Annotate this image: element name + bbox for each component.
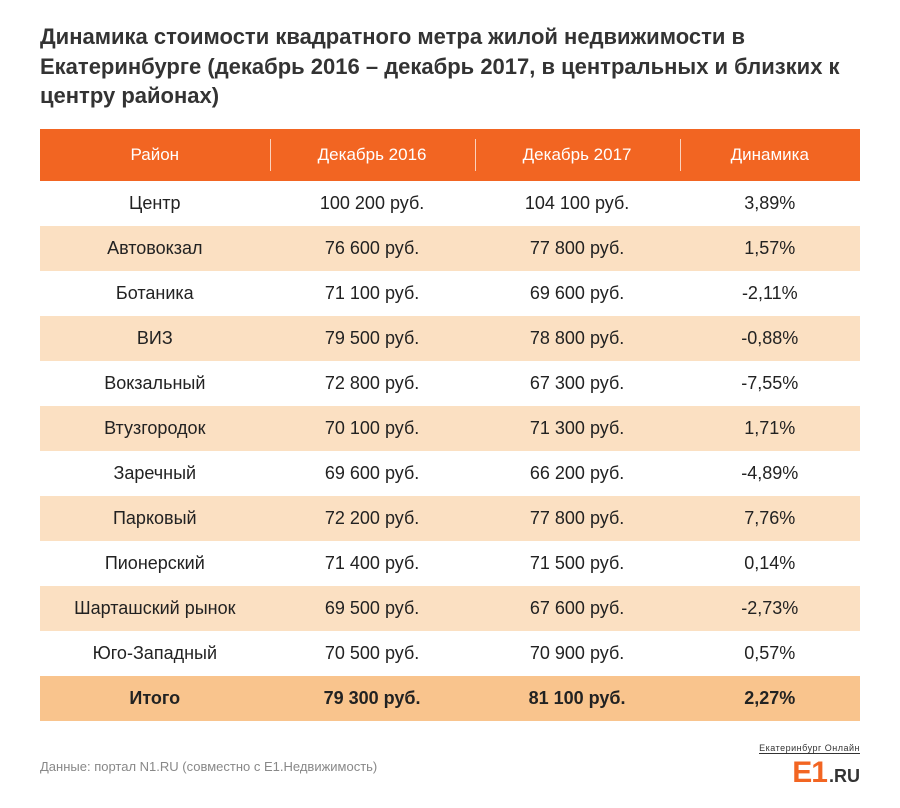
cell-district: Пионерский: [40, 541, 270, 586]
table-row: Центр100 200 руб.104 100 руб.3,89%: [40, 181, 860, 226]
table-row: Автовокзал76 600 руб.77 800 руб.1,57%: [40, 226, 860, 271]
cell-district: Юго-Западный: [40, 631, 270, 676]
cell-delta: -4,89%: [680, 451, 860, 496]
table-row: Вокзальный72 800 руб.67 300 руб.-7,55%: [40, 361, 860, 406]
table-row-total: Итого79 300 руб.81 100 руб.2,27%: [40, 676, 860, 721]
data-source: Данные: портал N1.RU (совместно с Е1.Нед…: [40, 759, 377, 774]
cell-district: Заречный: [40, 451, 270, 496]
cell-delta: -7,55%: [680, 361, 860, 406]
cell-dec2017: 71 500 руб.: [475, 541, 680, 586]
table-row: Пионерский71 400 руб.71 500 руб.0,14%: [40, 541, 860, 586]
cell-dec2017: 66 200 руб.: [475, 451, 680, 496]
cell-delta: 0,57%: [680, 631, 860, 676]
table-row: Шарташский рынок69 500 руб.67 600 руб.-2…: [40, 586, 860, 631]
col-dec2016: Декабрь 2016: [270, 129, 475, 181]
cell-delta: -2,73%: [680, 586, 860, 631]
cell-dec2016: 71 400 руб.: [270, 541, 475, 586]
page-title: Динамика стоимости квадратного метра жил…: [0, 0, 900, 129]
cell-district: Втузгородок: [40, 406, 270, 451]
cell-delta: 3,89%: [680, 181, 860, 226]
logo-brand: E1: [792, 756, 827, 790]
site-logo: Екатеринбург Онлайн E1 .RU: [759, 743, 860, 790]
logo-tagline: Екатеринбург Онлайн: [759, 743, 860, 754]
cell-district: Шарташский рынок: [40, 586, 270, 631]
cell-district: Центр: [40, 181, 270, 226]
col-delta: Динамика: [680, 129, 860, 181]
col-district: Район: [40, 129, 270, 181]
cell-district: Вокзальный: [40, 361, 270, 406]
cell-delta: 1,71%: [680, 406, 860, 451]
cell-district: ВИЗ: [40, 316, 270, 361]
table-row: Заречный69 600 руб.66 200 руб.-4,89%: [40, 451, 860, 496]
cell-dec2017: 69 600 руб.: [475, 271, 680, 316]
logo-suffix: .RU: [829, 766, 860, 787]
cell-district: Ботаника: [40, 271, 270, 316]
cell-dec2017: 78 800 руб.: [475, 316, 680, 361]
cell-total-district: Итого: [40, 676, 270, 721]
table-row: Юго-Западный70 500 руб.70 900 руб.0,57%: [40, 631, 860, 676]
table-row: Парковый72 200 руб.77 800 руб.7,76%: [40, 496, 860, 541]
table-header-row: Район Декабрь 2016 Декабрь 2017 Динамика: [40, 129, 860, 181]
cell-dec2017: 71 300 руб.: [475, 406, 680, 451]
cell-dec2017: 77 800 руб.: [475, 496, 680, 541]
cell-dec2016: 70 100 руб.: [270, 406, 475, 451]
cell-dec2016: 69 500 руб.: [270, 586, 475, 631]
cell-dec2016: 69 600 руб.: [270, 451, 475, 496]
cell-delta: 7,76%: [680, 496, 860, 541]
cell-total-dec2016: 79 300 руб.: [270, 676, 475, 721]
cell-dec2017: 104 100 руб.: [475, 181, 680, 226]
cell-dec2016: 70 500 руб.: [270, 631, 475, 676]
table-row: Ботаника71 100 руб.69 600 руб.-2,11%: [40, 271, 860, 316]
cell-dec2017: 77 800 руб.: [475, 226, 680, 271]
table-row: Втузгородок70 100 руб.71 300 руб.1,71%: [40, 406, 860, 451]
cell-delta: 1,57%: [680, 226, 860, 271]
cell-district: Парковый: [40, 496, 270, 541]
cell-dec2017: 67 600 руб.: [475, 586, 680, 631]
cell-district: Автовокзал: [40, 226, 270, 271]
cell-delta: -2,11%: [680, 271, 860, 316]
table-row: ВИЗ79 500 руб.78 800 руб.-0,88%: [40, 316, 860, 361]
cell-dec2016: 76 600 руб.: [270, 226, 475, 271]
footer: Данные: портал N1.RU (совместно с Е1.Нед…: [0, 729, 900, 808]
cell-total-dec2017: 81 100 руб.: [475, 676, 680, 721]
col-dec2017: Декабрь 2017: [475, 129, 680, 181]
cell-dec2016: 72 200 руб.: [270, 496, 475, 541]
table-container: Район Декабрь 2016 Декабрь 2017 Динамика…: [0, 129, 900, 729]
cell-dec2017: 70 900 руб.: [475, 631, 680, 676]
cell-dec2017: 67 300 руб.: [475, 361, 680, 406]
cell-delta: -0,88%: [680, 316, 860, 361]
cell-dec2016: 100 200 руб.: [270, 181, 475, 226]
logo-main: E1 .RU: [792, 756, 860, 790]
cell-dec2016: 71 100 руб.: [270, 271, 475, 316]
price-table: Район Декабрь 2016 Декабрь 2017 Динамика…: [40, 129, 860, 721]
cell-total-delta: 2,27%: [680, 676, 860, 721]
cell-delta: 0,14%: [680, 541, 860, 586]
cell-dec2016: 72 800 руб.: [270, 361, 475, 406]
cell-dec2016: 79 500 руб.: [270, 316, 475, 361]
